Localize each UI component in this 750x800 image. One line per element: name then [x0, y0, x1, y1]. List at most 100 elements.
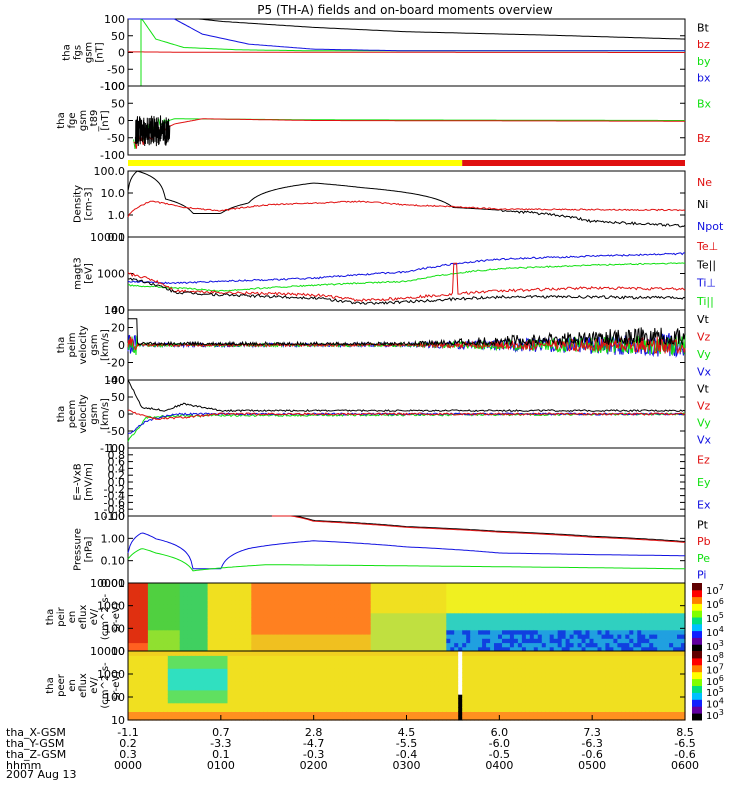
spectro-cell [494, 659, 499, 665]
spectro-cell [625, 621, 630, 627]
spectro-cell [581, 617, 587, 622]
spectro-cell [211, 651, 217, 656]
spectro-cell [231, 689, 236, 695]
y-axis-label-line: [nT] [95, 42, 106, 62]
spectro-cell [235, 689, 240, 695]
spectro-cell [303, 604, 308, 610]
spectro-cell [354, 659, 360, 665]
spectro-cell [581, 655, 587, 661]
spectro-cell [171, 608, 177, 614]
spectro-cell [175, 663, 181, 669]
spectro-cell [673, 617, 678, 622]
spectro-cell [661, 711, 666, 717]
spectro-cell [637, 659, 642, 665]
spectro-cell [350, 676, 356, 682]
spectro-cell [211, 629, 217, 635]
spectro-cell [426, 617, 431, 622]
panel-frame [127, 236, 686, 311]
spectro-cell [478, 681, 483, 687]
spectro-cell [386, 604, 392, 610]
spectro-cell [132, 659, 137, 665]
spectro-cell [223, 646, 229, 652]
spectro-cell [243, 676, 248, 682]
spectro-cell [183, 629, 189, 635]
spectro-cell [629, 698, 634, 704]
spectro-cell [521, 587, 527, 593]
spectro-cell [613, 685, 618, 691]
spectro-cell [517, 685, 523, 691]
colorbar-cell [692, 603, 702, 611]
spectro-cell [187, 698, 193, 704]
spectro-cell [366, 659, 372, 665]
spectro-cell [247, 625, 252, 631]
spectro-cell [191, 655, 197, 661]
spectro-cell [374, 646, 380, 652]
spectro-cell [159, 672, 165, 678]
spectro-cell [243, 608, 248, 614]
spectro-cell [319, 668, 324, 674]
spectro-cell [577, 672, 583, 678]
spectro-cell [430, 591, 435, 597]
spectro-cell [251, 659, 256, 665]
spectro-cell [446, 694, 451, 699]
spectro-cell [482, 595, 487, 601]
spectro-cell [338, 617, 344, 622]
spectro-cell [569, 655, 575, 661]
spectro-cell [319, 663, 324, 669]
spectro-cell [561, 625, 567, 631]
spectro-cell [657, 617, 662, 622]
spectro-cell [513, 634, 519, 639]
spectro-cell [187, 583, 193, 588]
spectro-cell [557, 651, 563, 656]
spectro-cell [334, 617, 340, 622]
spectro-cell [478, 655, 483, 661]
spectro-cell [358, 668, 364, 674]
spectro-cell [163, 625, 169, 631]
spectro-cell [677, 715, 682, 721]
spectro-cell [394, 600, 400, 605]
spectro-cell [378, 672, 384, 678]
y-tick-label: -50 [107, 132, 125, 145]
spectro-cell [267, 694, 272, 699]
spectro-cell [561, 689, 567, 695]
spectro-cell [330, 595, 336, 601]
spectro-cell [537, 625, 543, 631]
spectro-cell [195, 604, 201, 610]
series-bx [128, 18, 685, 52]
spectro-cell [605, 646, 610, 652]
spectro-cell [295, 711, 300, 717]
spectro-cell [362, 625, 368, 631]
spectro-cell [482, 707, 487, 712]
spectro-cell [175, 651, 181, 656]
spectro-cell [446, 617, 451, 622]
spectro-cell [394, 681, 400, 687]
spectro-cell [251, 591, 256, 597]
spectro-cell [362, 642, 368, 648]
spectro-cell [490, 685, 495, 691]
series-bz [128, 51, 685, 53]
spectro-cell [338, 676, 344, 682]
spectro-cell [279, 612, 284, 618]
spectro-cell [342, 612, 348, 618]
spectro-cell [179, 608, 185, 614]
spectro-cell [673, 702, 678, 708]
spectro-cell [537, 668, 543, 674]
spectro-cell [307, 689, 312, 695]
spectro-cell [342, 638, 348, 644]
spectro-cell [139, 625, 145, 631]
spectro-cell [362, 676, 368, 682]
spectro-cell [362, 689, 368, 695]
spectro-cell [382, 629, 388, 635]
spectro-cell [414, 612, 420, 618]
spectro-cell [247, 617, 252, 622]
spectro-cell [243, 583, 248, 588]
spectro-cell [350, 625, 356, 631]
spectro-cell [247, 638, 252, 644]
spectro-cell [482, 583, 487, 588]
date-label: 2007 Aug 13 [6, 768, 76, 781]
spectro-cell [657, 634, 662, 639]
spectro-cell [533, 694, 539, 699]
spectro-cell [223, 587, 229, 593]
spectro-cell [215, 646, 221, 652]
